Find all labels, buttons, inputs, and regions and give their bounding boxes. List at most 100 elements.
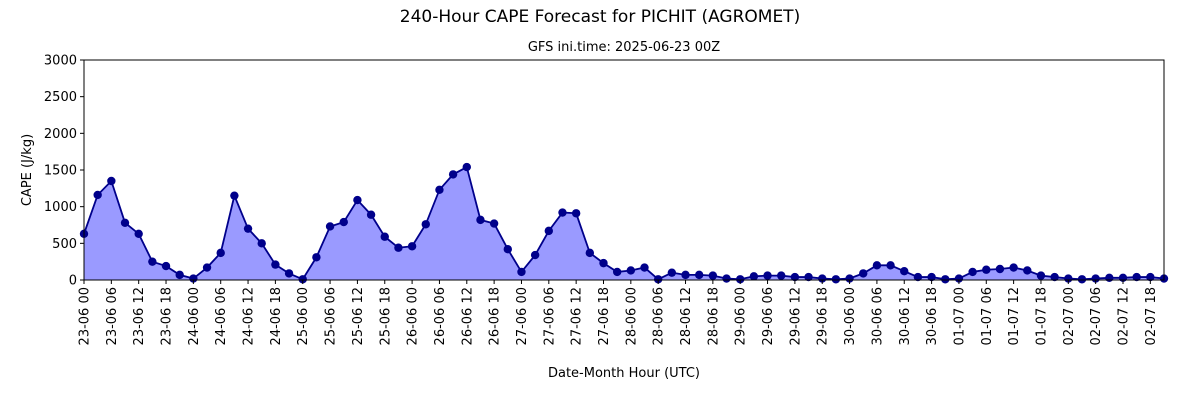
- x-tick-label: 02-07 06: [1089, 287, 1104, 345]
- x-tick-label: 01-07 00: [952, 287, 967, 345]
- data-point: [148, 257, 157, 266]
- data-point: [790, 272, 800, 282]
- x-tick-label: 27-06 00: [515, 287, 530, 345]
- cape-markers: [79, 162, 1169, 284]
- x-tick-label: 01-07 06: [980, 287, 995, 345]
- x-tick-label: 30-06 12: [898, 287, 913, 345]
- chart-title: 240-Hour CAPE Forecast for PICHIT (AGROM…: [400, 7, 800, 27]
- data-point: [339, 217, 348, 227]
- data-point: [325, 222, 335, 231]
- x-tick-label: 02-07 12: [1116, 287, 1131, 345]
- data-point: [818, 274, 827, 283]
- y-tick-label: 1500: [44, 164, 77, 179]
- x-tick-label: 23-06 00: [78, 287, 93, 345]
- data-point: [476, 215, 485, 225]
- x-tick-label: 24-06 12: [242, 287, 257, 345]
- data-point: [626, 266, 636, 275]
- data-point: [653, 275, 663, 284]
- x-tick-label: 28-06 18: [706, 287, 721, 345]
- data-point: [189, 274, 198, 283]
- chart-subtitle: GFS ini.time: 2025-06-23 00Z: [528, 40, 720, 55]
- data-point: [859, 269, 868, 278]
- data-point: [640, 263, 649, 272]
- y-tick-label: 2500: [44, 90, 77, 105]
- data-point: [284, 269, 294, 278]
- x-tick-label: 25-06 06: [324, 287, 339, 345]
- x-tick-label: 24-06 18: [269, 287, 284, 345]
- data-point: [845, 274, 854, 283]
- data-point: [161, 261, 171, 271]
- x-tick-label: 26-06 00: [406, 287, 421, 345]
- data-point: [1050, 272, 1059, 282]
- data-point: [667, 268, 677, 277]
- data-point: [271, 260, 280, 269]
- x-tick-label: 23-06 18: [160, 287, 175, 345]
- data-point: [134, 229, 143, 238]
- x-tick-label: 29-06 06: [761, 287, 776, 345]
- data-point: [93, 190, 102, 200]
- y-tick-label: 500: [52, 237, 77, 252]
- x-tick-label: 01-07 12: [1007, 287, 1022, 345]
- x-tick-label: 30-06 00: [843, 287, 858, 345]
- x-tick-label: 29-06 12: [788, 287, 803, 345]
- plot-area: [79, 59, 1169, 284]
- data-point: [1064, 274, 1073, 283]
- data-point: [407, 242, 417, 251]
- x-tick-label: 25-06 12: [351, 287, 366, 345]
- data-point: [954, 274, 964, 283]
- data-point: [230, 191, 239, 200]
- data-point: [736, 275, 745, 284]
- x-tick-label: 23-06 12: [132, 287, 147, 345]
- data-point: [517, 267, 526, 277]
- data-point: [216, 248, 225, 258]
- data-point: [530, 250, 540, 260]
- data-point: [448, 170, 458, 179]
- data-point: [777, 271, 786, 280]
- x-tick-label: 28-06 06: [652, 287, 667, 345]
- x-tick-label: 01-07 18: [1034, 287, 1049, 345]
- x-tick-label: 24-06 06: [214, 287, 229, 345]
- x-tick-label: 27-06 12: [570, 287, 585, 345]
- data-point: [435, 185, 444, 194]
- x-axis: 23-06 00 23-06 06 23-06 12 23-06 18 24-06 00…: [78, 280, 1159, 345]
- x-tick-label: 27-06 18: [597, 287, 612, 345]
- data-point: [927, 272, 936, 282]
- data-point: [1023, 266, 1032, 275]
- data-point: [1105, 273, 1114, 282]
- data-point: [941, 275, 950, 284]
- data-point: [257, 239, 266, 248]
- y-tick-label: 1000: [44, 200, 77, 215]
- data-point: [120, 218, 130, 227]
- data-point: [571, 209, 581, 218]
- data-point: [900, 267, 909, 276]
- x-tick-label: 26-06 12: [460, 287, 475, 345]
- x-tick-label: 28-06 12: [679, 287, 694, 345]
- data-point: [243, 224, 253, 233]
- data-point: [599, 258, 608, 268]
- data-point: [489, 219, 499, 228]
- data-point: [353, 195, 362, 205]
- data-point: [394, 243, 403, 252]
- data-point: [107, 176, 116, 186]
- y-axis: 0 500 1000 1500 2000 2500 3000: [44, 54, 84, 289]
- data-point: [1091, 274, 1100, 283]
- data-point: [380, 232, 389, 241]
- data-point: [681, 270, 690, 280]
- y-tick-label: 0: [69, 274, 77, 289]
- y-axis-label: CAPE (J/kg): [20, 134, 35, 206]
- data-point: [202, 263, 212, 272]
- data-point: [1077, 275, 1087, 284]
- data-point: [1146, 272, 1155, 282]
- data-point: [585, 248, 595, 258]
- data-point: [722, 274, 731, 283]
- data-point: [872, 261, 882, 270]
- data-point: [1132, 272, 1141, 282]
- data-point: [366, 210, 376, 219]
- data-point: [175, 270, 184, 280]
- data-point: [749, 272, 759, 281]
- data-point: [886, 261, 895, 270]
- x-tick-label: 30-06 18: [925, 287, 940, 345]
- data-point: [612, 267, 622, 277]
- x-tick-label: 02-07 00: [1062, 287, 1077, 345]
